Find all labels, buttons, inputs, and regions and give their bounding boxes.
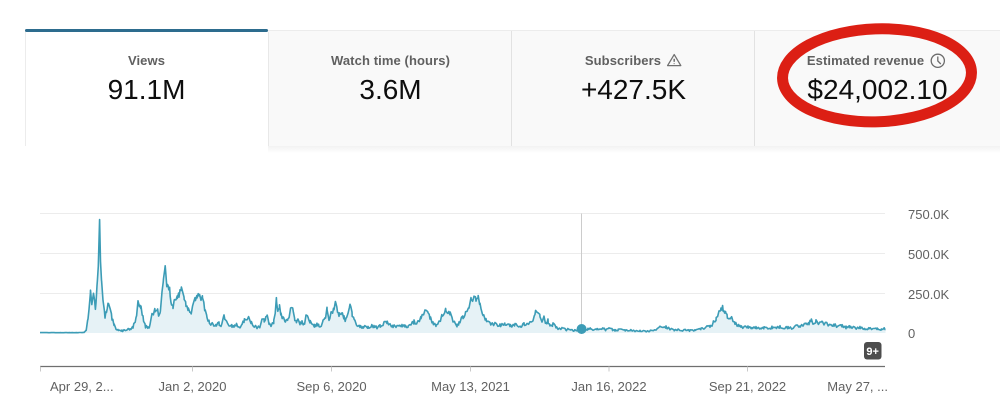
- svg-text:9+: 9+: [866, 346, 879, 358]
